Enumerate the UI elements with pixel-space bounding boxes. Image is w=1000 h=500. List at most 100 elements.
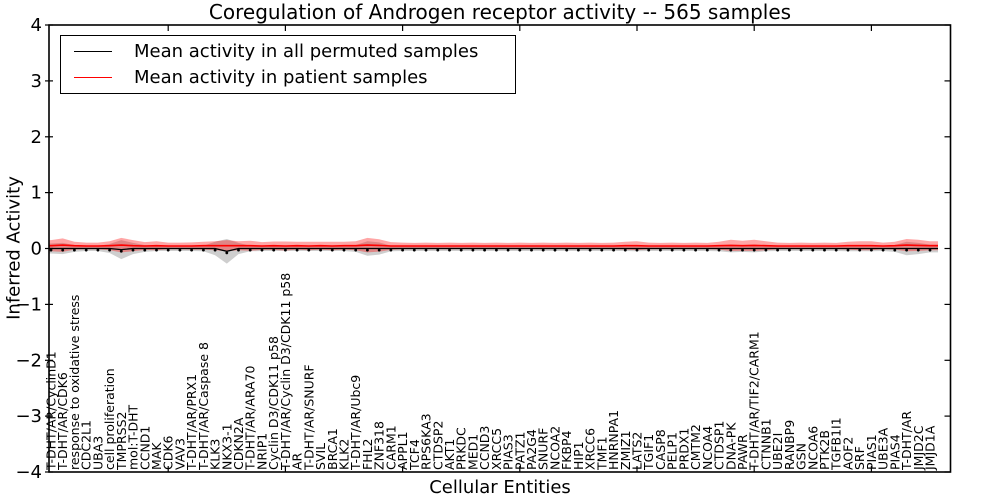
x-tick-label: FKBP4 (559, 430, 574, 470)
patient-line-swatch (74, 76, 112, 78)
y-tick-label: −1 (15, 294, 42, 315)
x-tick-label: CCND1 (137, 426, 152, 470)
x-tick-label: PIAS3 (501, 434, 516, 470)
axes-frame (48, 24, 952, 473)
patient-mean-line (49, 244, 938, 247)
y-tick-label: −2 (15, 350, 42, 371)
permuted-mean-line (49, 247, 938, 252)
x-tick-label: T-DHT/AR/Cyclin D3/CDK11 p58 (278, 273, 293, 471)
legend-item-permuted: Mean activity in all permuted samples (74, 41, 515, 62)
x-tick-label: T-DHT/AR (899, 411, 914, 471)
x-tick-label: Cyclin D3/CDK11 p58 (266, 336, 281, 470)
x-tick-label: AKT1 (442, 439, 457, 470)
x-tick-label: NKX3-1 (219, 423, 234, 470)
y-tick-label: 1 (31, 183, 42, 204)
x-tick-label: TGFB1I1 (829, 417, 844, 471)
x-tick-label: GSN (794, 443, 809, 470)
x-tick-label: T-DHT/AR/PRX1 (184, 374, 199, 471)
x-tick-label: PTK2B (817, 430, 832, 470)
x-tick-label: VAV3 (172, 438, 187, 470)
x-tick-label: T-DHT/AR/ARA70 (243, 365, 258, 471)
x-tick-label: T-DHT/AR/Ubc9 (348, 375, 363, 471)
x-tick-label: CCND3 (477, 426, 492, 470)
x-tick-label: RANBP9 (782, 420, 797, 470)
x-tick-label: MAK (149, 442, 164, 470)
x-tick-label: UBA3 (90, 436, 105, 470)
x-tick-label: UBE3A (876, 427, 891, 470)
legend-label-permuted: Mean activity in all permuted samples (134, 41, 479, 63)
y-tick-label: −3 (15, 406, 42, 427)
x-tick-label: PIAS1 (864, 434, 879, 470)
x-tick-label: TMF1 (594, 436, 609, 471)
x-tick-label: T-DHT/AR/CyclinD1 (44, 351, 59, 471)
y-tick-label: 4 (31, 15, 42, 36)
x-axis-label: Cellular Entities (429, 477, 571, 498)
x-tick-label: ZMIZ1 (618, 430, 633, 470)
x-tick-label: SRF (852, 446, 867, 470)
x-tick-label: CTNNB1 (758, 418, 773, 470)
x-tick-label: XRCC5 (489, 428, 504, 470)
x-tick-label: T-DHT/AR/TIF2/CARM1 (747, 331, 762, 471)
x-tick-label: response to oxidative stress (67, 295, 82, 470)
x-tick-label: PAWR (735, 434, 750, 470)
x-tick-label: RPS6KA3 (419, 413, 434, 470)
x-tick-label: CMTM2 (688, 424, 703, 470)
x-tick-label: BRCA1 (325, 428, 340, 470)
x-tick-label: PA2G4 (524, 429, 539, 470)
x-tick-label: JMJD2C (911, 425, 926, 471)
x-tick-label: T-DHT/AR/SNURF (301, 364, 316, 471)
x-tick-label: JMJD1A (923, 425, 938, 471)
x-tick-label: PATZ1 (512, 432, 527, 470)
permuted-line-swatch (74, 51, 112, 53)
x-tick-label: mol:T-DHT (126, 404, 141, 470)
x-tick-label: CDK6 (161, 435, 176, 470)
legend-item-patient: Mean activity in patient samples (74, 67, 515, 88)
x-tick-label: PIAS4 (887, 434, 902, 470)
x-tick-label: PRKDC (454, 427, 469, 470)
x-tick-label: cell proliferation (102, 368, 117, 470)
x-tick-label: T-DHT/AR/CDK6 (55, 372, 70, 471)
x-tick-label: CDKN2A (231, 417, 246, 470)
x-tick-label: CARM1 (383, 425, 398, 470)
x-tick-label: CTDSP1 (712, 421, 727, 470)
x-tick-label: ZNF318 (372, 421, 387, 470)
x-tick-label: CDC2L1 (79, 420, 94, 470)
y-tick-label: −4 (15, 462, 42, 483)
legend-label-patient: Mean activity in patient samples (134, 66, 428, 88)
x-tick-label: HIP1 (571, 441, 586, 470)
x-tick-label: NCOA2 (548, 426, 563, 470)
x-tick-label: SNURF (536, 428, 551, 470)
x-tick-label: SVIL (313, 443, 328, 470)
x-tick-label: LATS2 (630, 432, 645, 470)
x-tick-label: FHL2 (360, 438, 375, 470)
x-tick-label: NCOA6 (805, 426, 820, 470)
y-tick-label: 3 (31, 71, 42, 92)
permuted-markers (49, 248, 932, 255)
x-tick-label: DNA-PK (723, 422, 738, 470)
y-tick-label: 2 (31, 127, 42, 148)
x-tick-label: HNRNPA1 (606, 410, 621, 470)
x-tick-label: AOF2 (841, 437, 856, 470)
x-tick-label: KLK3 (208, 439, 223, 470)
x-tick-label: XRCC6 (583, 428, 598, 470)
x-tick-label: PRDX1 (676, 428, 691, 470)
x-tick-label: CASP8 (653, 429, 668, 470)
y-tick-label: 0 (31, 239, 42, 260)
x-tick-label: CTDSP2 (430, 421, 445, 470)
x-tick-label: MED1 (465, 434, 480, 470)
x-tick-label: NRIP1 (255, 433, 270, 470)
x-tick-label: UBE2I (770, 433, 785, 470)
chart-title: Coregulation of Androgen receptor activi… (208, 0, 792, 24)
x-tick-label: NCOA4 (700, 426, 715, 470)
x-tick-label: KLK2 (337, 439, 352, 470)
x-tick-label: AR (290, 452, 305, 470)
x-tick-label: APPL1 (395, 431, 410, 470)
x-tick-label: TCF4 (407, 439, 422, 471)
x-tick-label: TMPRSS2 (114, 412, 129, 471)
x-tick-label: PELP1 (665, 432, 680, 470)
x-tick-label: TGIF1 (641, 434, 656, 471)
x-tick-label: T-DHT/AR/Caspase 8 (196, 342, 211, 471)
legend: Mean activity in all permuted samples Me… (60, 35, 516, 94)
